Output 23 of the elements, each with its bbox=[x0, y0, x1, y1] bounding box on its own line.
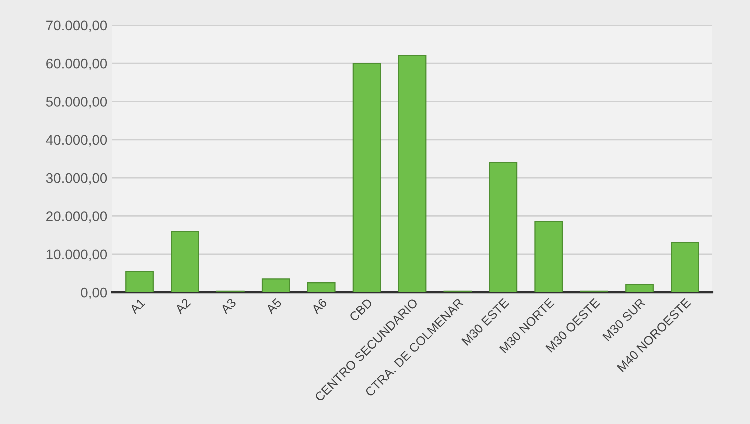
y-tick-label: 50.000,00 bbox=[46, 97, 108, 109]
x-tick-label: A1 bbox=[129, 298, 146, 315]
y-tick-label: 0,00 bbox=[81, 288, 108, 300]
bar bbox=[534, 221, 564, 293]
x-tick-label: A2 bbox=[174, 298, 192, 315]
bar bbox=[398, 55, 427, 293]
bar bbox=[489, 162, 518, 293]
y-tick-label: 30.000,00 bbox=[46, 173, 108, 185]
y-tick-label: 70.000,00 bbox=[46, 20, 108, 32]
bar bbox=[307, 282, 336, 293]
x-tick-label: A3 bbox=[220, 298, 237, 315]
y-tick-label: 20.000,00 bbox=[46, 212, 108, 224]
bar bbox=[352, 63, 382, 293]
x-tick-label: A6 bbox=[311, 298, 328, 315]
bar bbox=[671, 242, 700, 293]
y-tick-label: 40.000,00 bbox=[46, 135, 108, 147]
bar bbox=[171, 230, 200, 293]
bar bbox=[126, 271, 154, 293]
y-tick-label: 60.000,00 bbox=[46, 58, 108, 70]
bar bbox=[262, 278, 290, 293]
x-tick-label: A5 bbox=[266, 298, 282, 315]
bar bbox=[626, 284, 654, 293]
y-tick-label: 10.000,00 bbox=[46, 250, 108, 262]
